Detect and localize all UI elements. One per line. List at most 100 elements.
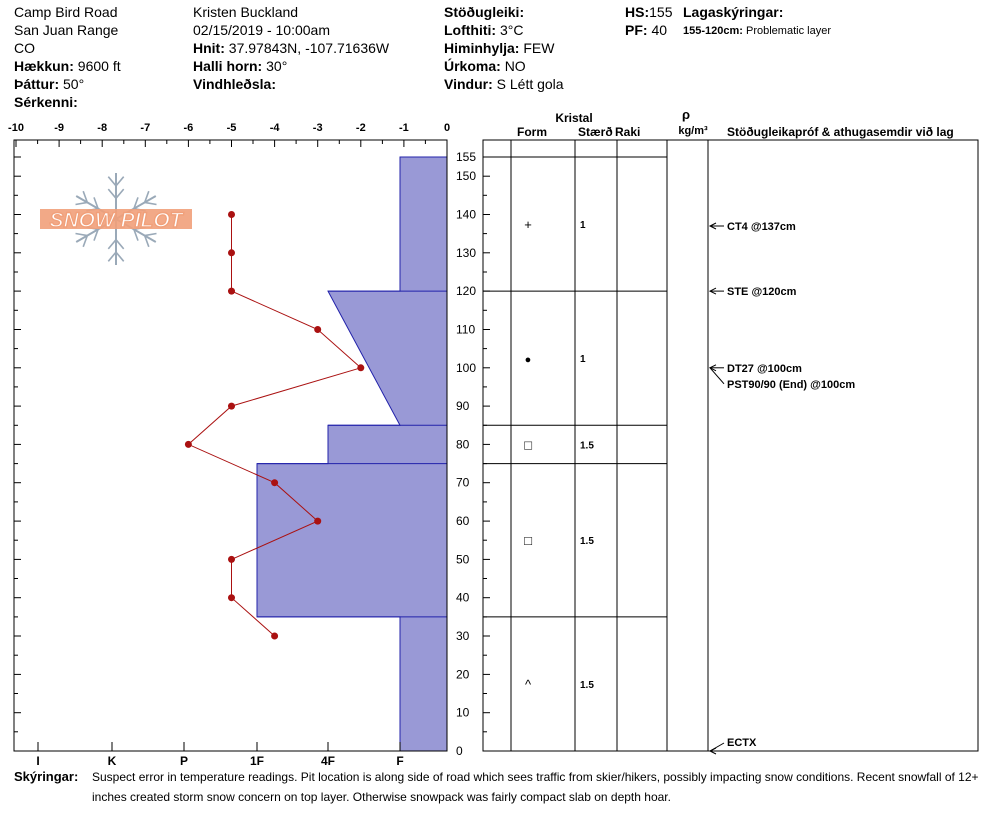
layer-size: 1.5: [580, 440, 594, 451]
flake-branch: [115, 176, 125, 187]
layer-size: 1.5: [580, 536, 594, 547]
flake-branch: [143, 235, 150, 248]
coordinates: Hnit: 37.97843N, -107.71636W: [193, 40, 390, 56]
hardness-area: [256, 156, 448, 752]
flake-branch: [115, 188, 125, 199]
hardness-tick-label: F: [396, 754, 403, 768]
pf-value: PF: 40: [625, 22, 668, 38]
col-size: Stærð: [578, 125, 613, 139]
flake-branch: [115, 251, 125, 262]
flake-branch: [144, 201, 157, 206]
temp-line: [187, 214, 362, 637]
precipitation: Úrkoma: NO: [444, 58, 526, 74]
hardness-tick-label: 1F: [250, 754, 264, 768]
test-arrow: [708, 747, 717, 755]
depth-tick-label: 155: [456, 150, 476, 164]
observation-datetime: 02/15/2019 - 10:00am: [193, 22, 330, 38]
temp-point: [228, 287, 235, 295]
aspect: Þáttur: 50°: [14, 76, 85, 92]
elevation: Hækkun: 9600 ft: [14, 58, 121, 74]
depth-tick-label: 30: [456, 629, 470, 643]
test-label: DT27 @100cm: [727, 363, 802, 375]
temp-tick-label: -3: [313, 122, 323, 134]
col-moisture: Raki: [615, 125, 640, 139]
snowflake-icon: [40, 173, 192, 265]
hardness-axis: I K P 1F 4F F: [36, 742, 404, 768]
temperature-axis: -10 -9 -8 -7 -6 -5 -4 -3 -2 -1 0: [8, 122, 450, 147]
depth-tick-label: 140: [456, 208, 476, 222]
layer-size: 1.5: [580, 680, 594, 691]
temp-point: [228, 211, 235, 218]
temp-tick-label: -10: [8, 122, 24, 134]
flake-branch: [143, 190, 150, 203]
logo-band: [40, 209, 192, 229]
header-observer-info: Kristen Buckland 02/15/2019 - 10:00am Hn…: [193, 3, 389, 93]
temp-tick-label: -7: [140, 122, 150, 134]
test-label: CT4 @137cm: [727, 221, 796, 233]
layer-form: □: [524, 437, 532, 452]
flake-branch: [115, 239, 125, 250]
flake-branch: [82, 235, 89, 248]
temp-tick-label: 0: [444, 122, 450, 134]
col-tests: Stöðugleikapróf & athugasemdir við lag: [727, 125, 954, 139]
temp-point: [314, 326, 322, 333]
layer-form: ●: [525, 354, 532, 366]
flake-branch: [133, 197, 139, 209]
test-arrow: [708, 287, 717, 295]
table-frame: [482, 139, 979, 752]
snowpilot-logo: SNOW PILOT: [40, 173, 192, 265]
header-depth-info: HS:155 PF: 40: [625, 3, 672, 39]
flake-branch: [75, 232, 88, 237]
temp-point: [357, 364, 365, 372]
temp-point: [271, 479, 279, 487]
layer-notes-label: Lagaskýringar:: [683, 4, 784, 20]
flake-branch: [82, 190, 89, 203]
header-site-info: Camp Bird Road San Juan Range CO Hækkun:…: [14, 3, 121, 111]
col-rho: ρ: [682, 107, 690, 122]
flake-branch: [144, 232, 157, 237]
state-name: CO: [14, 40, 35, 56]
temperature-profile: [184, 211, 365, 640]
depth-tick-label: 70: [456, 476, 470, 490]
flake-branch: [107, 239, 117, 250]
wind-loading: Vindhleðsla:: [193, 76, 276, 92]
hardness-tick-label: P: [180, 754, 188, 768]
hardness-tick-label: I: [36, 754, 39, 768]
temp-point: [228, 555, 235, 563]
layer-form: □: [524, 533, 532, 548]
layer-notes: Lagaskýringar: 155-120cm: Problematic la…: [683, 3, 831, 41]
flake-branch: [133, 229, 139, 241]
flake-branch: [107, 176, 117, 187]
temp-tick-label: -9: [54, 122, 64, 134]
flake-branch: [107, 251, 117, 262]
test-label: PST90/90 (End) @100cm: [727, 379, 855, 391]
logo-text: SNOW PILOT: [50, 209, 185, 232]
depth-tick-label: 40: [456, 591, 470, 605]
header-weather-info: Stöðugleiki: Lofthiti: 3°C Himinhylja: F…: [444, 3, 564, 93]
observer-name: Kristen Buckland: [193, 4, 299, 20]
layer-note: 155-120cm: Problematic layer: [683, 25, 831, 37]
hs-value: HS:155: [625, 4, 673, 20]
hardness-tick-label: K: [108, 754, 117, 768]
temp-point: [184, 440, 192, 448]
temp-point: [228, 594, 235, 602]
crystal-table: Kristal Form Stærð Raki ρ kg/m³ Stöðugle…: [482, 107, 979, 755]
flake-branch: [93, 229, 99, 241]
depth-axis: 0 10 20 30 40 50 60 70 80 90 100 110 120 130 140 150 155: [14, 150, 490, 758]
plot-frame: [13, 139, 448, 752]
temp-tick-label: -1: [399, 122, 409, 134]
col-crystal: Kristal: [555, 111, 592, 125]
flake-branch: [93, 197, 99, 209]
test-label: ECTX: [727, 737, 757, 749]
hardness-profile: [256, 156, 448, 752]
hardness-tick-label: 4F: [321, 754, 335, 768]
depth-tick-label: 110: [456, 323, 475, 337]
col-form: Form: [517, 125, 547, 139]
layer-form: +: [524, 217, 532, 232]
temp-point: [228, 249, 235, 257]
features: Sérkenni:: [14, 94, 78, 110]
temp-tick-label: -8: [97, 122, 107, 134]
depth-tick-label: 120: [456, 284, 476, 298]
col-density: kg/m³: [678, 125, 708, 137]
